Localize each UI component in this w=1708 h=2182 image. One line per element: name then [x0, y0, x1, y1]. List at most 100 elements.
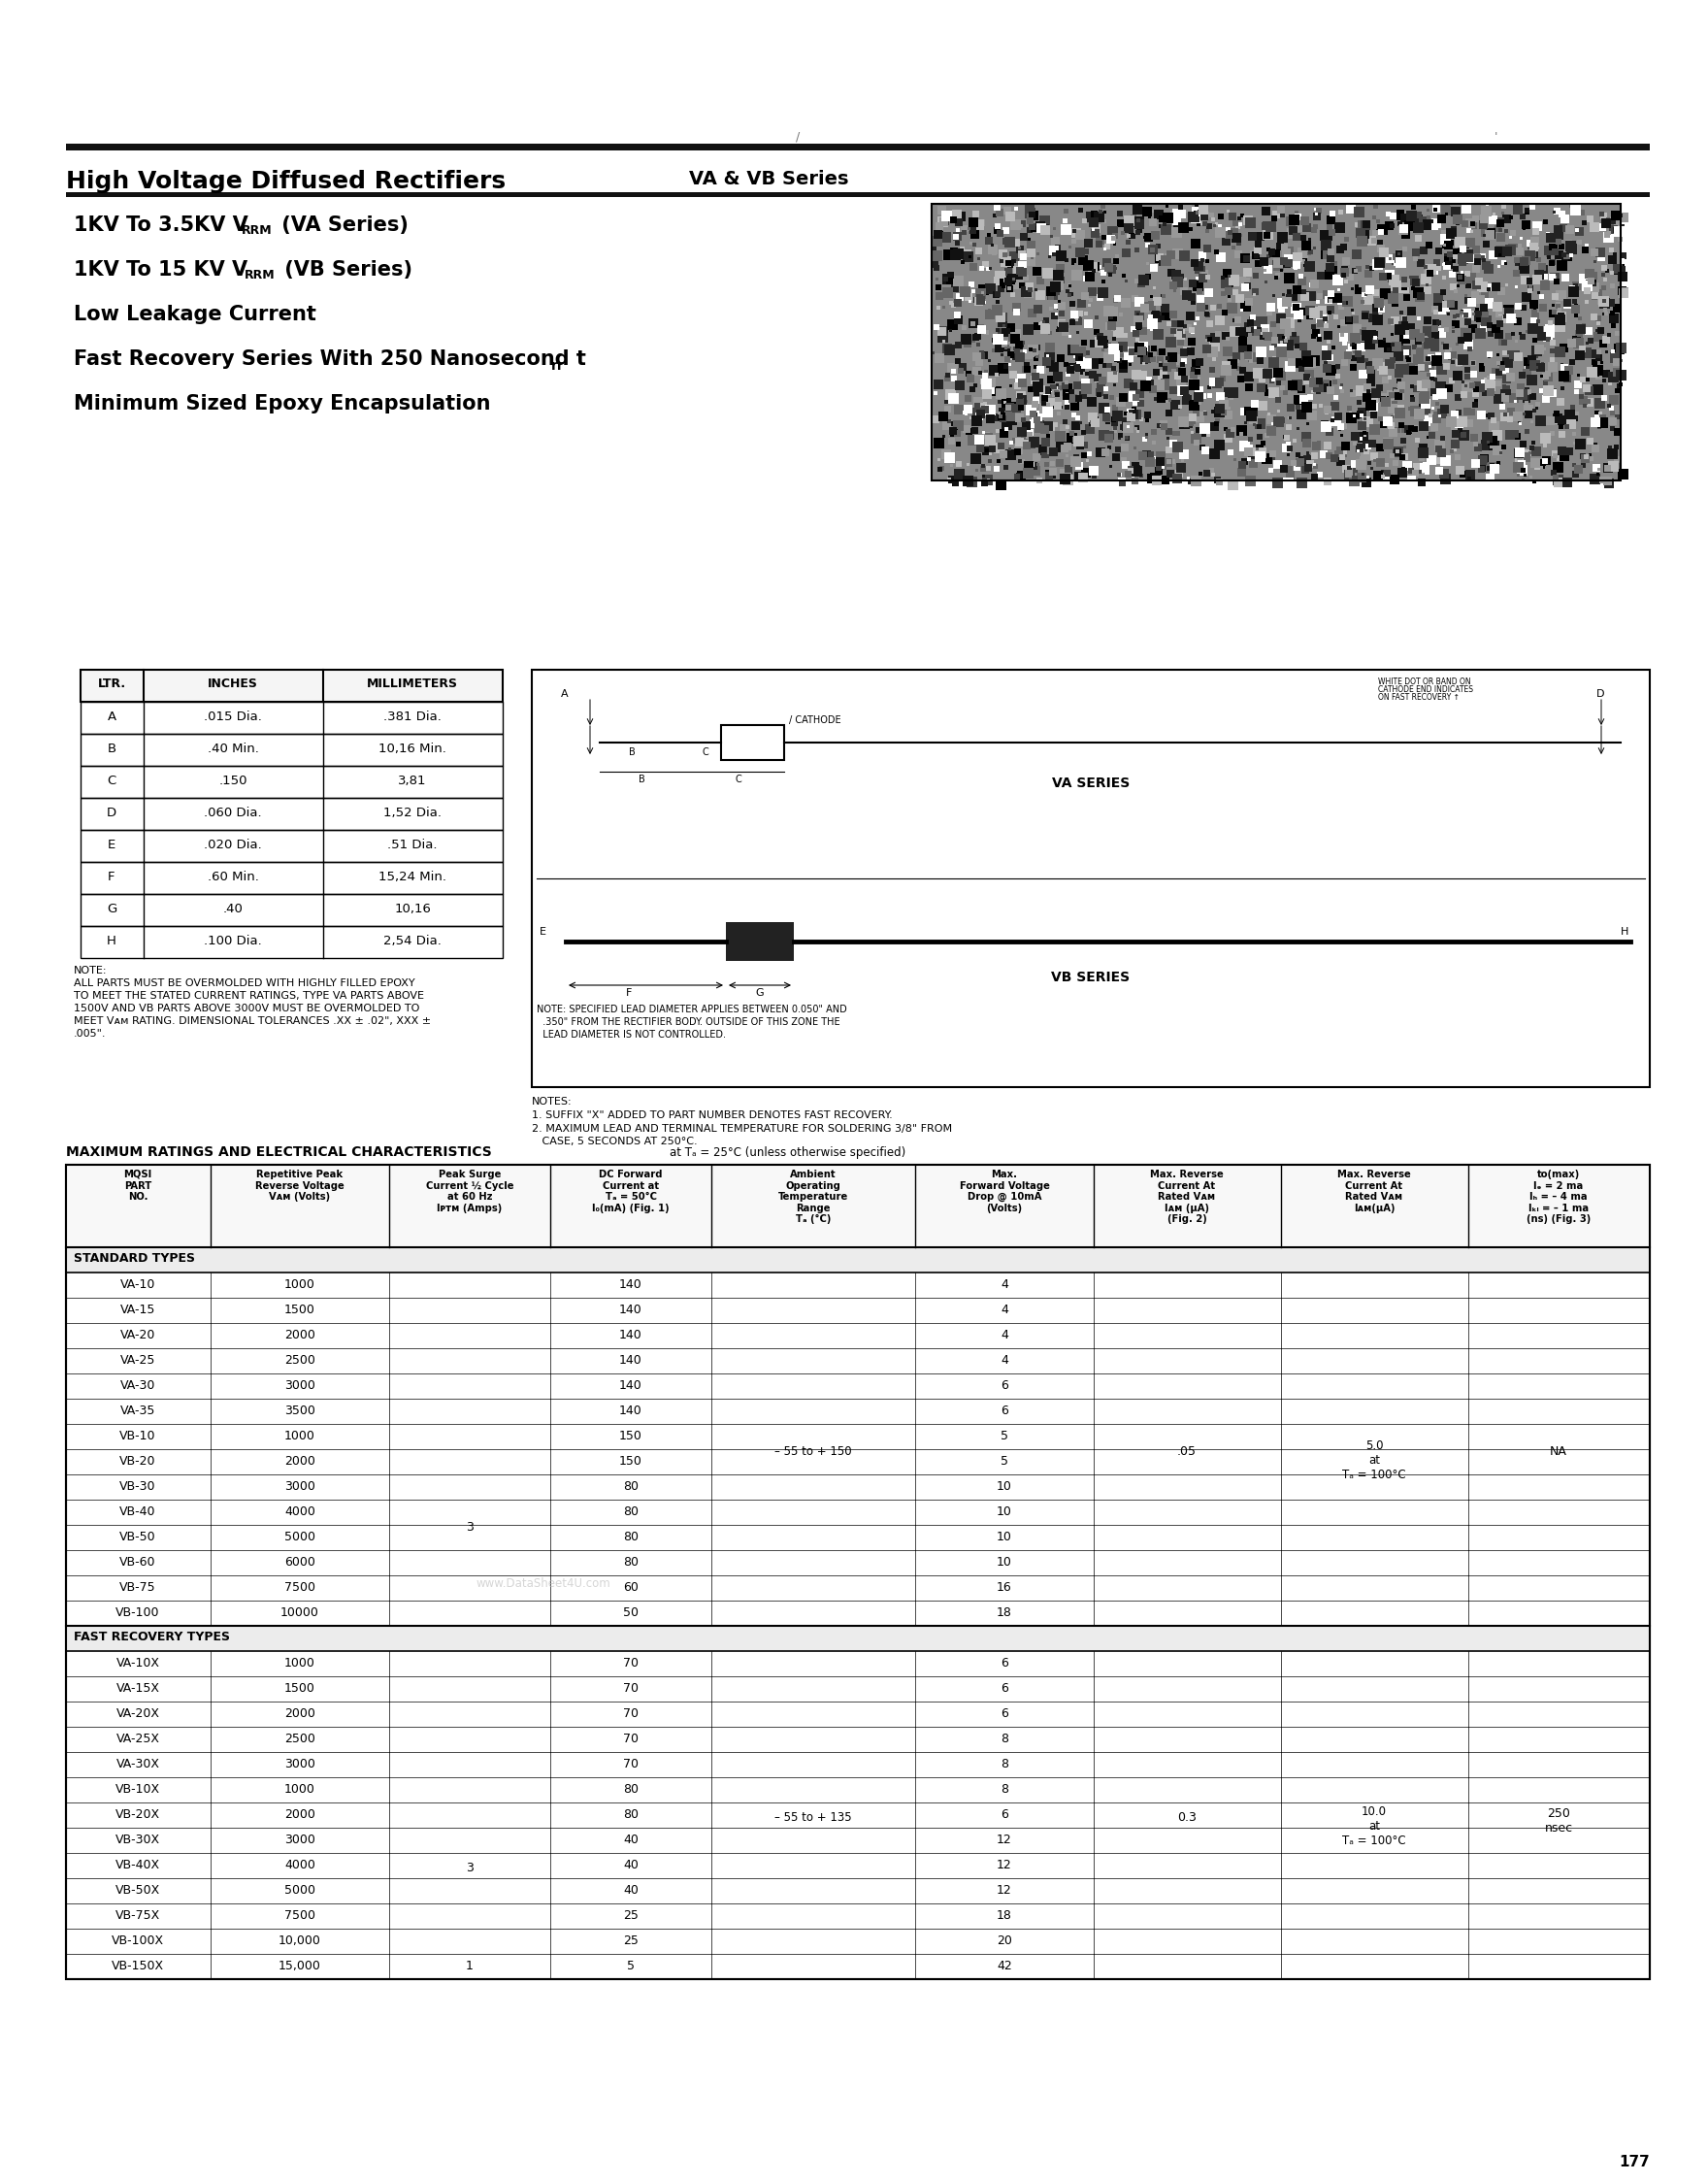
- Bar: [1517, 465, 1527, 476]
- Bar: [1115, 255, 1119, 257]
- Bar: [1127, 347, 1138, 356]
- Bar: [1050, 384, 1057, 391]
- Bar: [1455, 467, 1464, 476]
- Bar: [1554, 251, 1563, 260]
- Bar: [1074, 316, 1083, 325]
- Text: VB-20: VB-20: [120, 1455, 155, 1468]
- Bar: [1597, 327, 1604, 334]
- Text: Minimum Sized Epoxy Encapsulation: Minimum Sized Epoxy Encapsulation: [73, 395, 490, 415]
- Bar: [1108, 465, 1112, 467]
- Bar: [955, 380, 965, 391]
- Bar: [1450, 360, 1455, 364]
- Text: RRM: RRM: [244, 268, 275, 281]
- Bar: [1143, 436, 1148, 441]
- Text: 140: 140: [620, 1279, 642, 1292]
- Bar: [1404, 279, 1407, 281]
- Bar: [1570, 249, 1573, 253]
- Bar: [982, 401, 987, 406]
- Bar: [979, 284, 989, 295]
- Bar: [1354, 284, 1358, 288]
- Bar: [1108, 351, 1120, 360]
- Text: (VB Series): (VB Series): [277, 260, 412, 279]
- Bar: [1127, 467, 1134, 473]
- Bar: [1016, 247, 1023, 253]
- Bar: [1582, 323, 1585, 327]
- Bar: [1266, 310, 1272, 316]
- Text: .015 Dia.: .015 Dia.: [203, 711, 261, 722]
- Bar: [1076, 463, 1083, 469]
- Bar: [1122, 334, 1127, 338]
- Bar: [1008, 447, 1011, 449]
- Bar: [1073, 436, 1085, 447]
- Bar: [965, 292, 972, 301]
- Bar: [1175, 371, 1182, 380]
- Bar: [1320, 229, 1331, 240]
- Bar: [1018, 377, 1027, 386]
- Bar: [986, 384, 994, 395]
- Bar: [1278, 299, 1288, 308]
- Bar: [1382, 476, 1390, 484]
- Bar: [1436, 207, 1440, 212]
- Bar: [1553, 463, 1563, 473]
- Bar: [1517, 384, 1525, 391]
- Bar: [987, 244, 997, 255]
- Bar: [1296, 478, 1307, 489]
- Bar: [1235, 360, 1240, 362]
- Bar: [1108, 316, 1114, 319]
- Text: 6: 6: [1001, 1405, 1008, 1416]
- Bar: [970, 242, 972, 244]
- Bar: [1414, 425, 1419, 430]
- Bar: [1404, 220, 1414, 231]
- Bar: [1419, 463, 1430, 473]
- Bar: [1312, 334, 1315, 338]
- Bar: [955, 312, 960, 319]
- Bar: [1464, 336, 1467, 340]
- Bar: [1122, 417, 1131, 425]
- Bar: [1158, 260, 1165, 266]
- Text: 6: 6: [1001, 1656, 1008, 1669]
- Bar: [1462, 220, 1469, 227]
- Bar: [1214, 406, 1225, 417]
- Bar: [1447, 312, 1450, 316]
- Bar: [1599, 340, 1607, 347]
- Bar: [1477, 463, 1486, 471]
- Bar: [1124, 351, 1134, 362]
- Text: VB-40: VB-40: [120, 1506, 155, 1519]
- Bar: [1390, 415, 1394, 419]
- Bar: [80, 670, 502, 703]
- Bar: [1372, 290, 1378, 297]
- Bar: [982, 262, 989, 268]
- Bar: [1336, 447, 1348, 458]
- Text: VA-10: VA-10: [120, 1279, 155, 1292]
- Bar: [1249, 415, 1257, 423]
- Bar: [1344, 351, 1351, 360]
- Bar: [943, 327, 948, 334]
- Bar: [1486, 323, 1493, 327]
- Bar: [960, 225, 967, 231]
- Bar: [1496, 312, 1501, 316]
- Bar: [1360, 415, 1363, 417]
- Bar: [1561, 364, 1568, 371]
- Bar: [1327, 340, 1331, 343]
- Bar: [1442, 247, 1445, 249]
- Bar: [1424, 340, 1430, 347]
- Bar: [1503, 386, 1510, 393]
- Bar: [931, 247, 936, 251]
- Bar: [1332, 410, 1337, 415]
- Bar: [1426, 356, 1430, 360]
- Bar: [1261, 401, 1264, 404]
- Bar: [1211, 410, 1214, 415]
- Bar: [1404, 329, 1409, 334]
- Bar: [1097, 380, 1105, 388]
- Bar: [1419, 404, 1430, 415]
- Bar: [1496, 233, 1505, 242]
- Bar: [1156, 349, 1163, 356]
- Bar: [1264, 375, 1267, 377]
- Bar: [1409, 367, 1418, 375]
- Bar: [1394, 343, 1404, 351]
- Bar: [1518, 371, 1525, 377]
- Bar: [972, 415, 982, 425]
- Bar: [1520, 305, 1527, 310]
- Bar: [1576, 325, 1585, 334]
- Bar: [1015, 340, 1023, 349]
